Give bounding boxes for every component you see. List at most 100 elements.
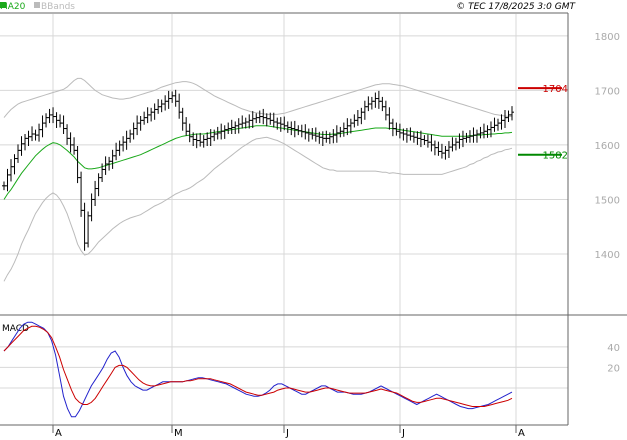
price-bar: [58, 114, 63, 128]
price-bar: [5, 168, 10, 192]
resistance-level-label: 1704: [543, 84, 568, 95]
price-bar: [26, 130, 31, 146]
price-bars: [2, 89, 514, 251]
price-bar: [278, 117, 283, 132]
x-tick-label: J: [285, 428, 289, 439]
price-bar: [446, 141, 451, 158]
price-bar: [30, 126, 35, 142]
price-grid: [0, 14, 568, 425]
price-bar: [51, 107, 56, 124]
x-tick-label: M: [174, 428, 183, 439]
price-bar: [159, 99, 164, 113]
price-bar: [432, 140, 437, 156]
price-bar: [478, 126, 483, 139]
price-y-tick-label: 1600: [595, 141, 620, 152]
price-bar: [19, 136, 24, 156]
price-bar: [366, 96, 371, 112]
price-bar: [495, 118, 500, 131]
bbands-upper-line: [3, 77, 512, 118]
price-bar: [320, 131, 325, 146]
price-bar: [145, 107, 150, 124]
price-y-axis: 1800 1700 1600 1500 1400 1704 1582: [543, 32, 620, 261]
x-tick-label: A: [55, 428, 62, 439]
price-bar: [411, 131, 416, 143]
price-bar: [121, 136, 126, 152]
price-bar: [82, 202, 87, 251]
price-bar: [152, 103, 157, 120]
price-bar: [124, 130, 129, 150]
price-y-tick-label: 1800: [595, 32, 620, 43]
price-bar: [355, 110, 360, 126]
price-bar: [338, 126, 343, 138]
price-bar: [72, 137, 77, 155]
price-bar: [194, 133, 199, 149]
price-y-tick-label: 1400: [595, 250, 620, 261]
price-bar: [369, 96, 374, 110]
price-bar: [9, 159, 14, 182]
bbands-layer: [3, 77, 513, 282]
levels-layer: [518, 87, 562, 156]
price-bar: [110, 149, 115, 169]
price-bar: [173, 89, 178, 107]
price-bar: [285, 121, 290, 133]
price-bar: [23, 134, 28, 151]
price-bar: [233, 121, 238, 134]
price-bar: [201, 135, 206, 148]
price-bar: [250, 111, 255, 128]
price-bar: [352, 114, 357, 128]
ma-legend-label: MA20: [0, 2, 26, 12]
price-bar: [488, 121, 493, 138]
price-y-tick-label: 1700: [595, 86, 620, 97]
price-bar: [264, 113, 269, 127]
price-bar: [331, 129, 336, 144]
price-bar: [135, 115, 140, 136]
price-bar: [324, 130, 329, 143]
price-bar: [362, 100, 367, 120]
price-bar: [485, 125, 490, 138]
copyright-text: © TEC 17/8/2025 3:0 GMT: [456, 2, 576, 12]
ma20-layer: [3, 125, 513, 200]
price-bar: [47, 108, 52, 124]
price-bar: [93, 180, 98, 206]
price-bar: [12, 154, 17, 175]
macd-y-tick-label: 20: [607, 363, 620, 374]
price-bar: [2, 181, 6, 191]
price-bar: [443, 146, 448, 160]
price-bar: [142, 111, 147, 125]
price-bar: [492, 117, 497, 132]
price-bar: [40, 115, 45, 138]
price-bar: [474, 129, 479, 143]
price-bar: [187, 123, 192, 143]
price-bar: [184, 117, 189, 136]
price-bar: [117, 140, 122, 156]
ma-legend-swatch: [0, 2, 6, 8]
ma20-line: [3, 125, 513, 200]
price-bar: [422, 135, 427, 145]
price-bar: [68, 132, 73, 153]
x-tick-label: J: [401, 428, 405, 439]
price-bar: [257, 110, 262, 124]
price-bar: [16, 144, 21, 163]
price-bar: [313, 127, 318, 142]
price-bar: [180, 107, 185, 131]
price-bar: [205, 132, 210, 146]
price-bar: [464, 132, 469, 143]
price-bar: [149, 107, 154, 122]
price-bar: [37, 123, 42, 142]
price-bar: [502, 110, 507, 128]
price-bar: [44, 113, 49, 128]
price-bar: [390, 118, 395, 137]
price-bar: [467, 130, 472, 143]
macd-lines: [3, 321, 513, 418]
price-bar: [215, 126, 220, 140]
price-bar: [387, 107, 392, 130]
price-bar: [436, 141, 441, 156]
price-bar: [89, 193, 94, 222]
price-bar: [271, 112, 276, 128]
bb-legend-swatch: [34, 2, 40, 8]
price-bar: [222, 125, 227, 139]
price-bar: [306, 128, 311, 142]
price-bar: [397, 123, 402, 139]
price-bar: [415, 131, 420, 145]
price-bar: [212, 129, 217, 142]
